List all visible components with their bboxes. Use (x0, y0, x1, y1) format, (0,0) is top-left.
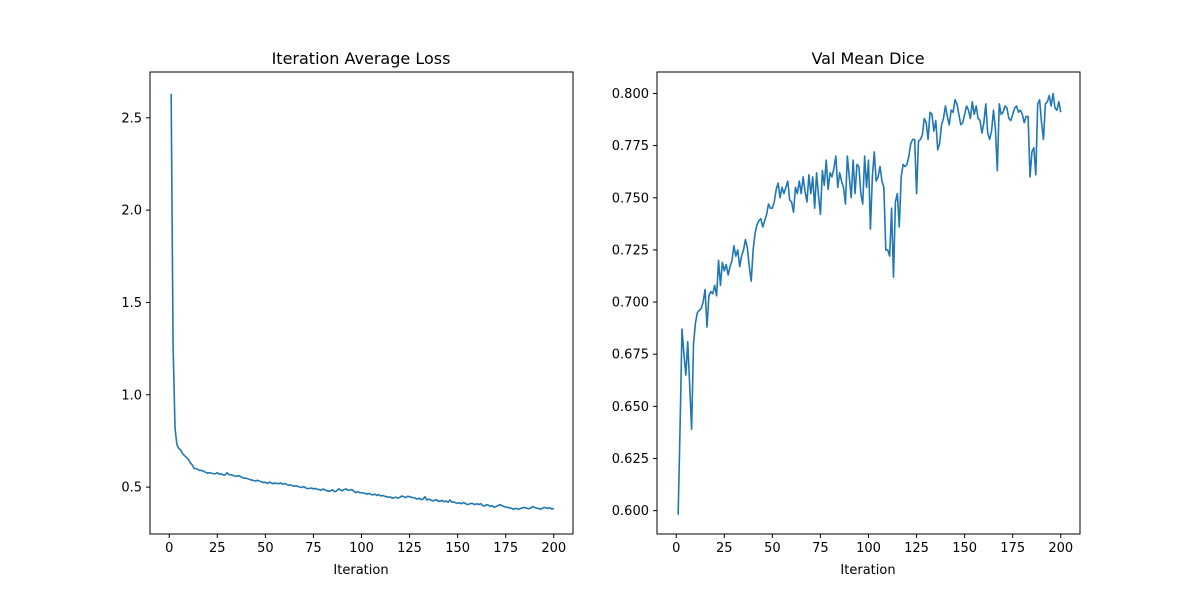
dice-ytick-label: 0.700 (612, 296, 649, 311)
loss-xtick-label: 50 (257, 541, 274, 556)
loss-chart-title: Iteration Average Loss (272, 49, 451, 68)
loss-chart-ticks: 0 25 50 75 100 125 150 175 200 0.5 1.0 1.5 2.0 2.5 (121, 111, 566, 556)
loss-xtick-label: 175 (493, 541, 518, 556)
dice-xtick-label: 100 (856, 541, 881, 556)
dice-series-line (677, 92, 1062, 515)
loss-xtick-label: 75 (305, 541, 322, 556)
dice-chart-xlabel: Iteration (840, 563, 895, 578)
loss-xtick-label: 200 (541, 541, 566, 556)
dice-ytick-label: 0.675 (612, 348, 649, 363)
loss-ytick-label: 2.0 (121, 204, 142, 219)
dice-chart-frame (656, 71, 1081, 535)
dice-ytick-label: 0.800 (612, 87, 649, 102)
dice-ytick-label: 0.750 (612, 191, 649, 206)
loss-chart-frame (149, 71, 574, 535)
loss-chart: Iteration Average Loss Iteration 0 25 50 75… (121, 49, 574, 578)
dice-xtick-label: 50 (764, 541, 781, 556)
loss-ytick-label: 1.0 (121, 388, 142, 403)
dice-ytick-label: 0.625 (612, 452, 649, 467)
dice-ytick-label: 0.775 (612, 139, 649, 154)
dice-xtick-label: 75 (812, 541, 829, 556)
loss-ytick-label: 2.5 (121, 111, 142, 126)
loss-xtick-label: 25 (209, 541, 226, 556)
dice-xtick-label: 25 (716, 541, 733, 556)
loss-ytick-label: 0.5 (121, 481, 142, 496)
dice-xtick-label: 175 (1000, 541, 1025, 556)
loss-ytick-label: 1.5 (121, 296, 142, 311)
dice-xtick-label: 125 (904, 541, 929, 556)
loss-series-line (170, 93, 555, 511)
dice-chart-ticks: 0 25 50 75 100 125 150 175 200 0.600 0.625 0.650 0.6… (612, 87, 1073, 556)
dice-xtick-label: 200 (1048, 541, 1073, 556)
dice-ytick-label: 0.725 (612, 243, 649, 258)
loss-xtick-label: 125 (397, 541, 422, 556)
loss-chart-xlabel: Iteration (333, 563, 388, 578)
dice-chart-title: Val Mean Dice (811, 49, 924, 68)
dice-xtick-label: 150 (952, 541, 977, 556)
dice-ytick-label: 0.650 (612, 400, 649, 415)
dice-chart: Val Mean Dice Iteration 0 25 50 75 100 125 150… (612, 49, 1081, 578)
dice-ytick-label: 0.600 (612, 504, 649, 519)
dice-xtick-label: 0 (672, 541, 680, 556)
loss-xtick-label: 150 (445, 541, 470, 556)
loss-xtick-label: 0 (165, 541, 173, 556)
loss-xtick-label: 100 (349, 541, 374, 556)
